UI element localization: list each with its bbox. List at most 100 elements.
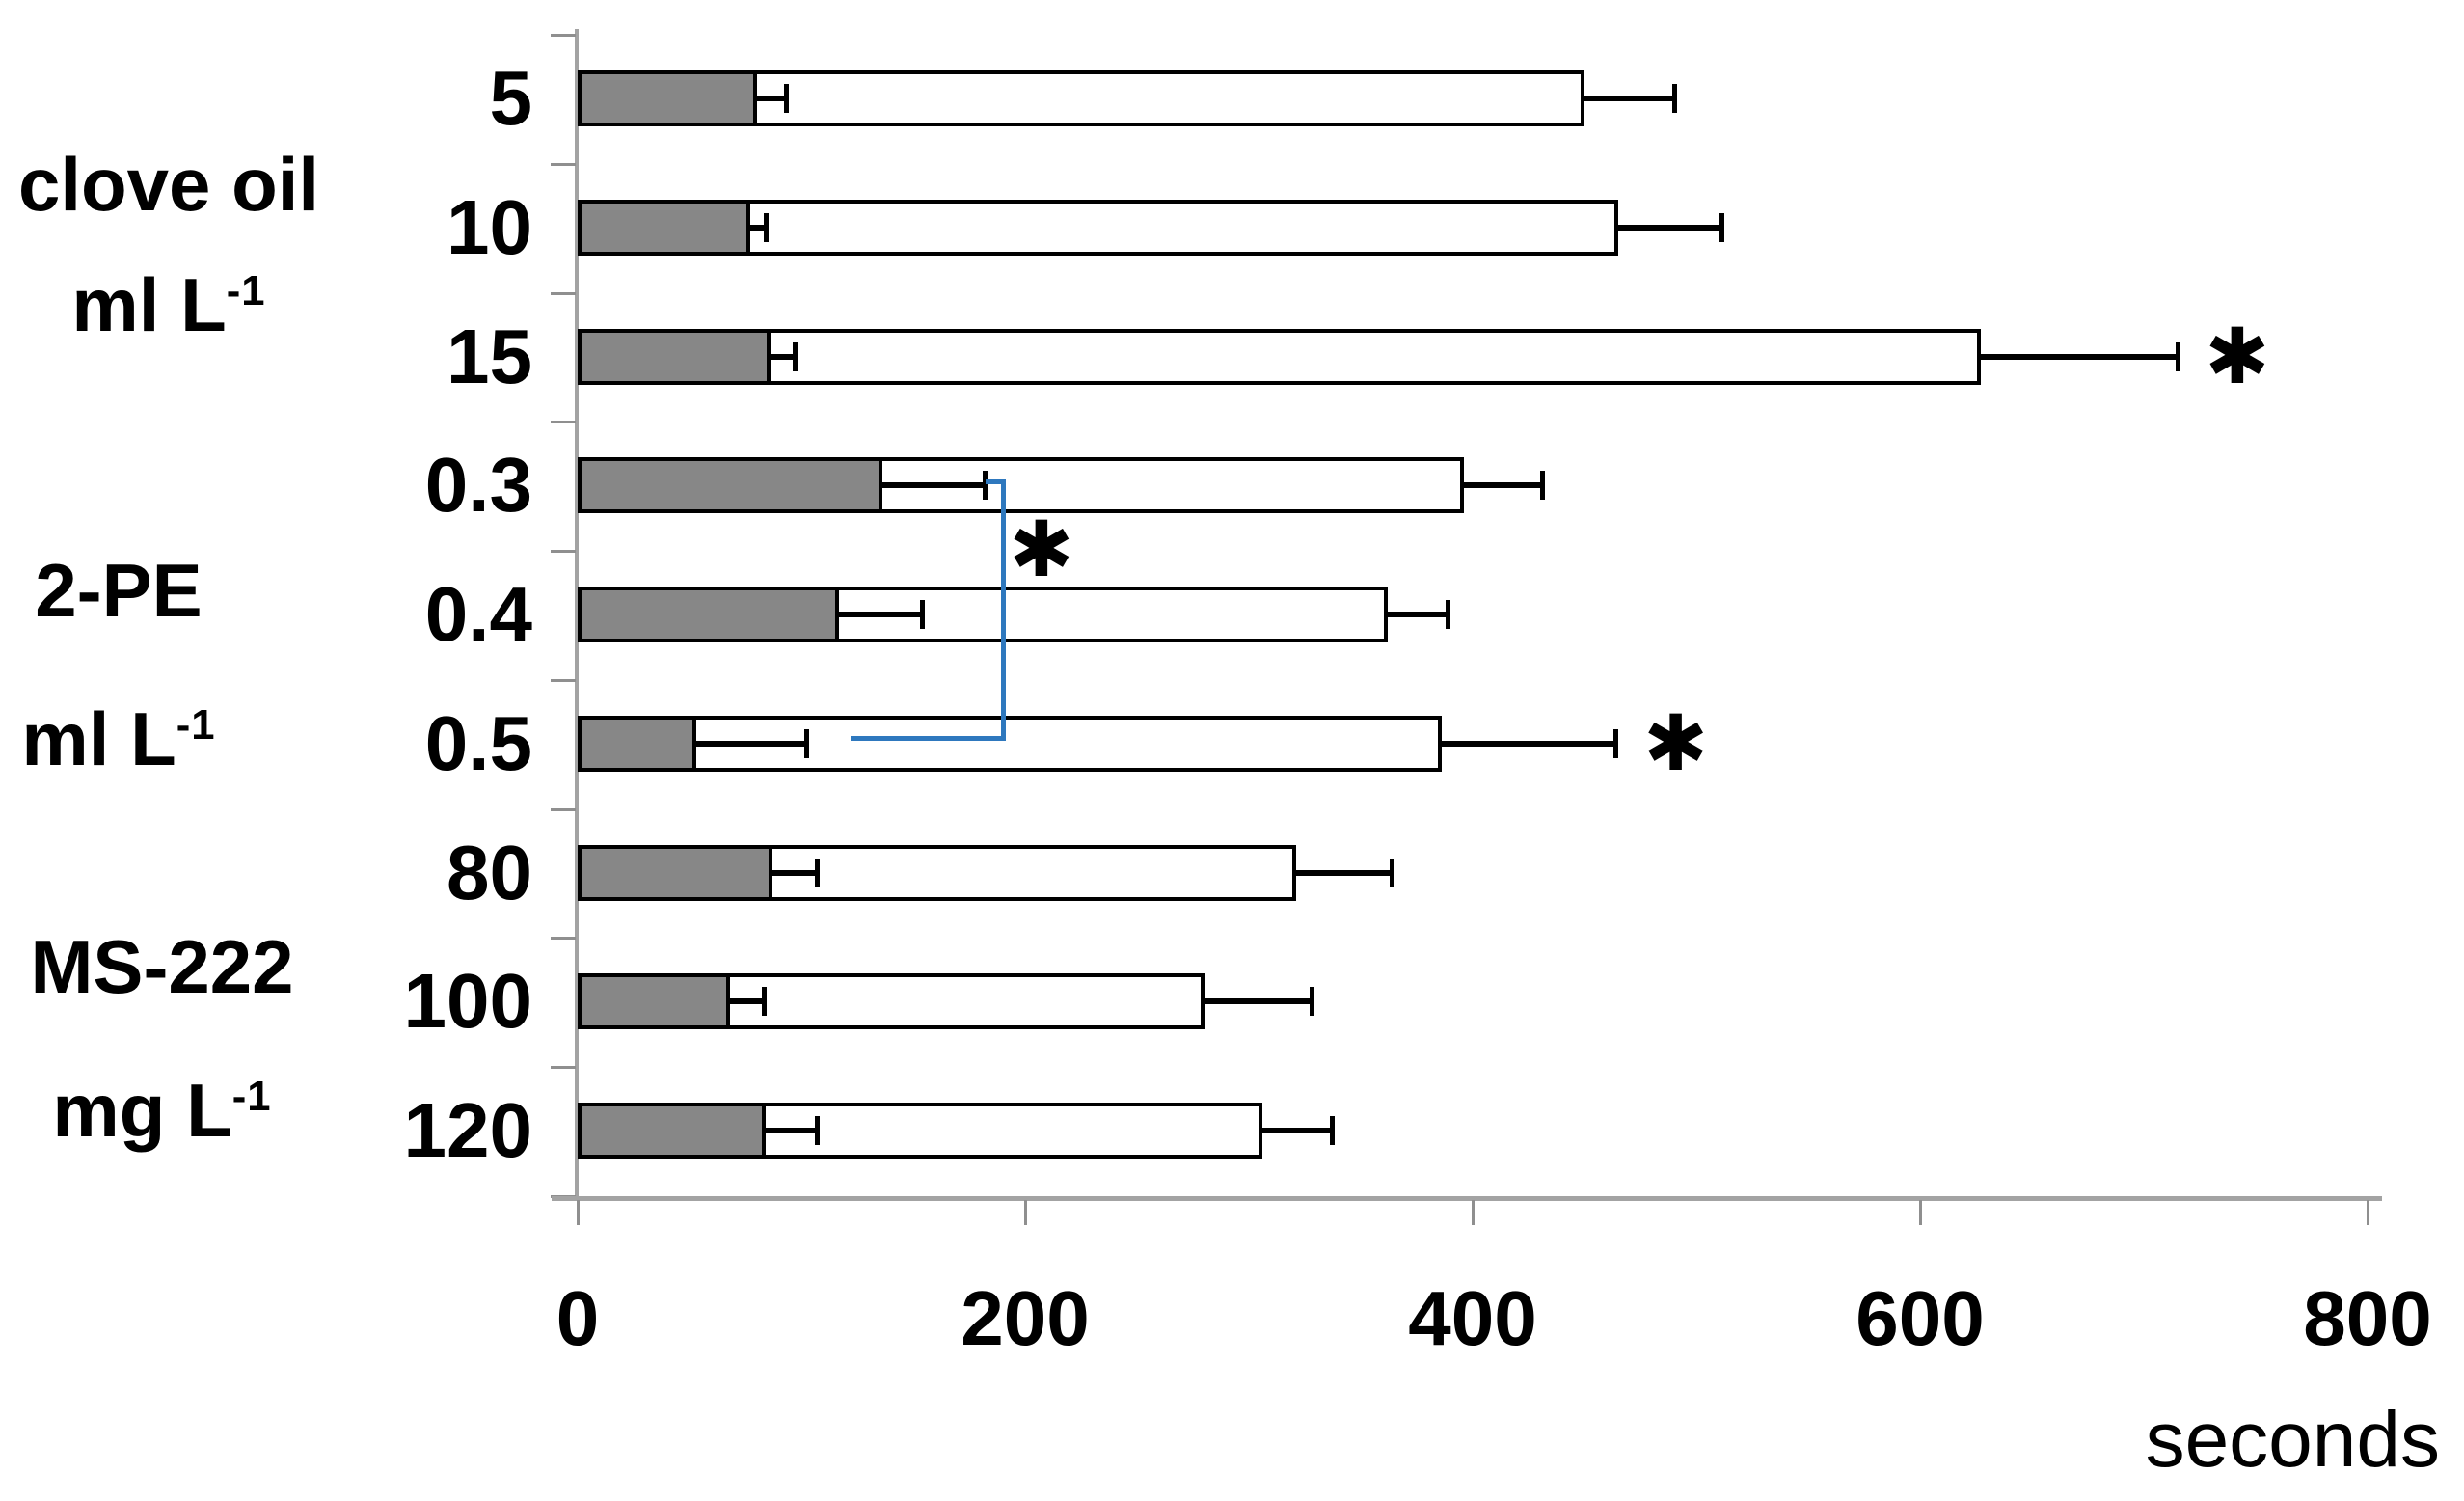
y-axis-tick [551, 807, 576, 811]
bar-gray-segment-0.3 [578, 457, 882, 514]
bar-gray-segment-0.4 [578, 587, 840, 642]
bar-gray-segment-80 [578, 844, 772, 901]
y-axis-tick [551, 291, 576, 295]
row-label-120: 120 [403, 1087, 532, 1173]
bar-white-segment-0.5 [691, 715, 1442, 772]
x-axis-tick-label: 0 [555, 1275, 600, 1361]
y-axis-line [575, 29, 579, 1198]
row-label-5: 5 [489, 55, 533, 141]
exponent: -1 [176, 701, 216, 749]
error-bar-gray-0.4 [839, 612, 923, 617]
error-bar-total-100 [1204, 998, 1312, 1005]
error-cap-total-0.3 [1539, 471, 1545, 501]
exponent: -1 [226, 267, 266, 314]
x-axis-tick-label: 800 [2303, 1275, 2432, 1361]
error-cap-gray-5 [783, 84, 789, 113]
x-axis-tick [1024, 1200, 1027, 1225]
error-bar-total-5 [1584, 96, 1674, 101]
bar-white-segment-120 [761, 1103, 1262, 1159]
bar-gray-segment-0.5 [578, 715, 696, 772]
bracket-bottom-line [851, 735, 1006, 741]
error-bar-gray-120 [765, 1128, 818, 1133]
error-bar-gray-15 [770, 353, 796, 360]
error-bar-total-0.3 [1463, 482, 1542, 489]
error-bar-total-0.5 [1441, 740, 1616, 747]
exponent: -1 [231, 1073, 272, 1120]
bar-white-segment-10 [745, 199, 1618, 256]
group-label-2pe-line1: 2-PE [35, 548, 203, 633]
x-axis-tick [1472, 1200, 1475, 1225]
error-cap-gray-80 [815, 858, 821, 887]
bracket-top-hook [985, 479, 1003, 485]
error-bar-gray-10 [749, 224, 766, 231]
bar-gray-segment-120 [578, 1103, 766, 1159]
row-label-15: 15 [447, 313, 532, 399]
bracket-significance-asterisk: ✱ [1009, 505, 1074, 594]
group-label-ms222-unit: mg L-1 [52, 1068, 272, 1153]
error-bar-total-10 [1617, 224, 1721, 231]
x-axis-tick-label: 600 [1855, 1275, 1985, 1361]
error-bar-total-80 [1295, 869, 1393, 876]
bar-gray-segment-10 [578, 199, 750, 256]
error-cap-total-0.5 [1613, 728, 1619, 758]
error-bar-gray-5 [756, 96, 786, 101]
significance-asterisk-0.5: ✱ [1642, 697, 1708, 788]
group-label-clove-oil-line1: clove oil [17, 142, 320, 227]
error-cap-total-15 [2175, 341, 2180, 371]
error-cap-gray-120 [815, 1116, 821, 1145]
x-axis-tick [577, 1200, 580, 1225]
x-axis-tick [2367, 1200, 2369, 1225]
error-bar-total-15 [1980, 353, 2178, 360]
x-axis-tick-label: 200 [961, 1275, 1090, 1361]
bar-gray-segment-5 [578, 70, 757, 126]
bar-white-segment-5 [752, 70, 1584, 126]
group-label-clove-oil-unit: ml L-1 [71, 262, 266, 347]
row-label-0.5: 0.5 [424, 699, 532, 786]
row-label-0.3: 0.3 [424, 442, 532, 529]
x-axis-tick-label: 400 [1408, 1275, 1537, 1361]
error-bar-total-120 [1261, 1128, 1332, 1133]
row-label-100: 100 [403, 958, 532, 1045]
y-axis-tick [551, 1066, 576, 1069]
bar-white-segment-100 [725, 973, 1205, 1030]
bracket-vertical-line [1000, 479, 1006, 741]
error-cap-total-100 [1309, 987, 1314, 1017]
error-cap-total-10 [1719, 212, 1724, 242]
group-label-2pe-unit: ml L-1 [21, 696, 216, 781]
significance-asterisk-15: ✱ [2205, 311, 2270, 401]
error-cap-total-80 [1390, 858, 1395, 887]
bar-gray-segment-15 [578, 328, 771, 385]
row-label-80: 80 [447, 829, 532, 915]
y-axis-tick [551, 678, 576, 682]
row-label-0.4: 0.4 [424, 571, 532, 657]
error-bar-gray-100 [729, 998, 764, 1005]
bar-white-segment-15 [766, 328, 1981, 385]
y-axis-tick [551, 937, 576, 941]
bar-gray-segment-100 [578, 973, 730, 1030]
error-bar-total-0.4 [1387, 612, 1449, 617]
y-axis-tick [551, 162, 576, 166]
error-cap-gray-100 [761, 987, 767, 1017]
x-axis-line [552, 1196, 2382, 1201]
error-cap-gray-0.4 [920, 600, 926, 629]
error-cap-gray-0.3 [983, 471, 988, 501]
error-cap-total-5 [1671, 84, 1677, 113]
error-cap-gray-10 [763, 212, 769, 242]
error-bar-gray-0.5 [695, 740, 806, 747]
error-bar-gray-0.3 [881, 482, 986, 489]
error-cap-gray-15 [793, 341, 799, 371]
error-cap-total-120 [1329, 1116, 1335, 1145]
row-label-10: 10 [447, 183, 532, 270]
group-label-ms222-line1: MS-222 [30, 924, 294, 1009]
bar-white-segment-80 [768, 844, 1296, 901]
y-axis-tick [551, 550, 576, 553]
error-cap-total-0.4 [1446, 600, 1451, 629]
bar-white-segment-0.4 [835, 587, 1388, 642]
x-axis-tick [1919, 1200, 1922, 1225]
error-bar-gray-80 [772, 869, 818, 876]
y-axis-tick [551, 421, 576, 424]
error-cap-gray-0.5 [803, 728, 809, 758]
x-axis-title: seconds [2145, 1396, 2440, 1484]
y-axis-tick [551, 34, 576, 37]
